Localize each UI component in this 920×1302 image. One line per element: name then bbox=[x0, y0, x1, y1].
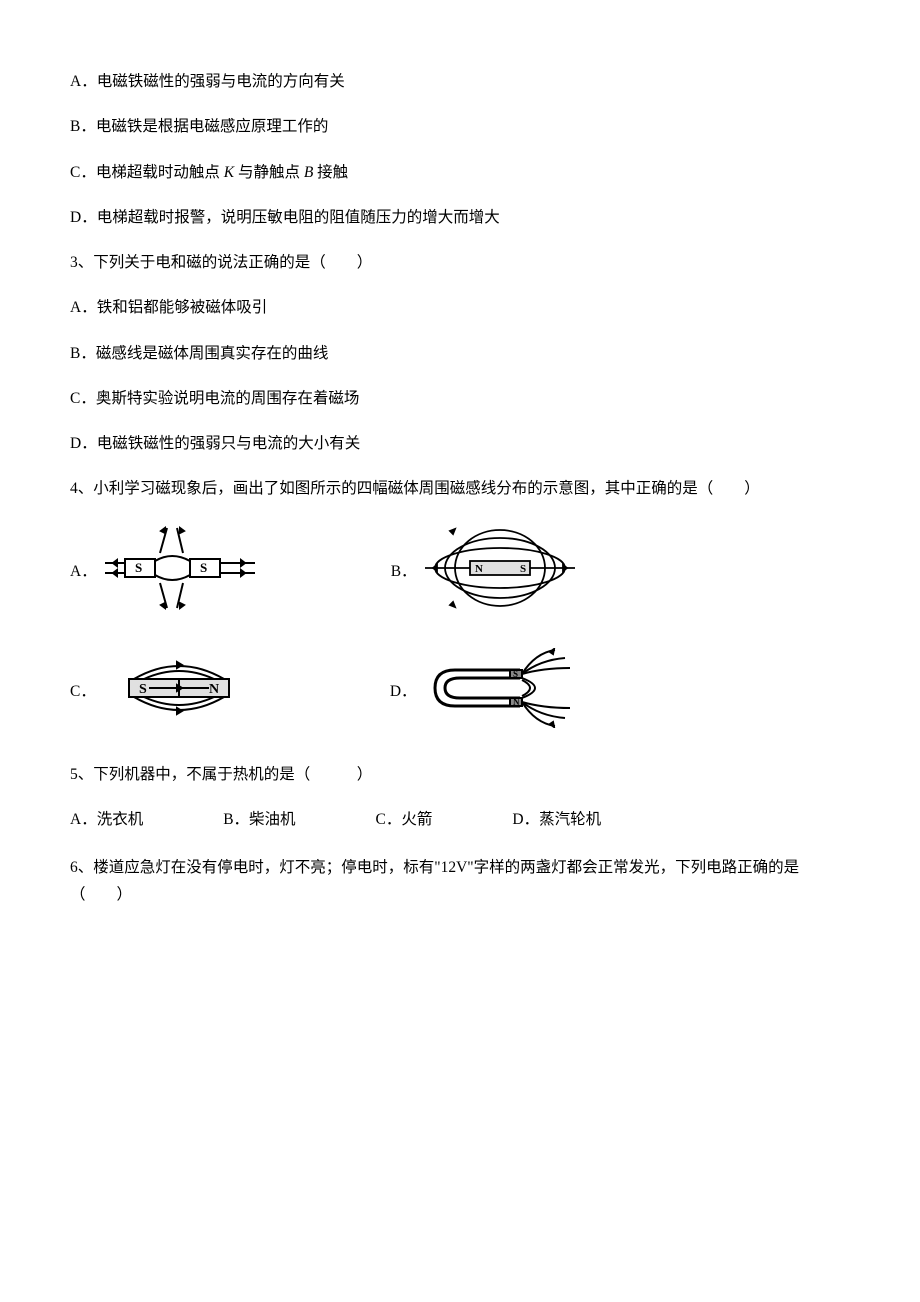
q2-option-b: B．电磁铁是根据电磁感应原理工作的 bbox=[70, 115, 850, 138]
q2-c-suffix: 接触 bbox=[313, 164, 348, 181]
q3-option-a: A．铁和铝都能够被磁体吸引 bbox=[70, 296, 850, 319]
q2-c-mid: 与静触点 bbox=[234, 164, 304, 181]
svg-text:N: N bbox=[209, 682, 219, 697]
q5-stem: 5、下列机器中，不属于热机的是（ ） bbox=[70, 763, 850, 786]
q4-label-d: D． bbox=[390, 680, 417, 703]
q5-option-d: D．蒸汽轮机 bbox=[512, 808, 601, 831]
q2-option-d: D．电梯超载时报警，说明压敏电阻的阻值随压力的增大而增大 bbox=[70, 206, 850, 229]
q3-stem: 3、下列关于电和磁的说法正确的是（ ） bbox=[70, 251, 850, 274]
q2-c-k: K bbox=[224, 164, 234, 181]
q5-option-b: B．柴油机 bbox=[223, 808, 295, 831]
q2-option-a: A．电磁铁磁性的强弱与电流的方向有关 bbox=[70, 70, 850, 93]
svg-text:S: S bbox=[139, 682, 147, 697]
q5-option-c: C．火箭 bbox=[376, 808, 433, 831]
q2-option-c: C．电梯超载时动触点 K 与静触点 B 接触 bbox=[70, 161, 850, 184]
svg-text:S: S bbox=[135, 560, 142, 575]
q4-diagram-d: S N bbox=[425, 648, 575, 735]
svg-text:N: N bbox=[475, 563, 483, 575]
svg-text:S: S bbox=[520, 563, 526, 575]
svg-text:S: S bbox=[200, 560, 207, 575]
q3-option-d: D．电磁铁磁性的强弱只与电流的大小有关 bbox=[70, 432, 850, 455]
q4-diagram-c: S N bbox=[104, 653, 254, 730]
q4-label-c: C． bbox=[70, 680, 96, 703]
svg-text:N: N bbox=[513, 697, 520, 707]
q4-stem: 4、小利学习磁现象后，画出了如图所示的四幅磁体周围磁感线分布的示意图，其中正确的… bbox=[70, 477, 850, 500]
q4-diagram-b: N S bbox=[425, 523, 575, 620]
q2-c-b: B bbox=[304, 164, 313, 181]
q4-diagram-a: S S bbox=[105, 523, 255, 620]
q5-option-a: A．洗衣机 bbox=[70, 808, 143, 831]
q3-option-c: C．奥斯特实验说明电流的周围存在着磁场 bbox=[70, 387, 850, 410]
q5-options: A．洗衣机 B．柴油机 C．火箭 D．蒸汽轮机 bbox=[70, 808, 850, 831]
q4-label-b: B． bbox=[391, 560, 417, 583]
q6-stem: 6、楼道应急灯在没有停电时，灯不亮；停电时，标有"12V"字样的两盏灯都会正常发… bbox=[70, 854, 850, 910]
q3-option-b: B．磁感线是磁体周围真实存在的曲线 bbox=[70, 342, 850, 365]
svg-text:S: S bbox=[513, 669, 518, 679]
q2-c-prefix: C．电梯超载时动触点 bbox=[70, 164, 224, 181]
q4-label-a: A． bbox=[70, 560, 97, 583]
